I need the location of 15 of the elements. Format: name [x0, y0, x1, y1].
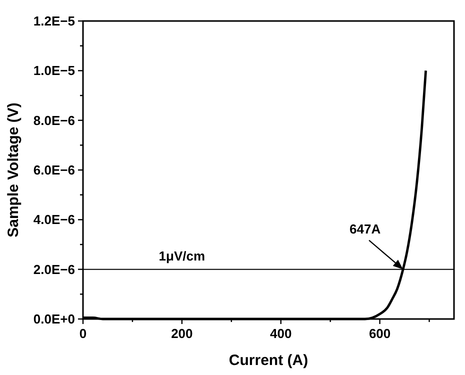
x-axis-title: Current (A) [228, 352, 308, 369]
y-tick-label: 2.0E−6 [33, 262, 75, 277]
y-tick-label: 8.0E−6 [33, 112, 75, 128]
x-tick-label: 0 [79, 326, 87, 341]
y-tick-label: 0.0E+0 [33, 312, 75, 326]
y-tick-label: 4.0E−6 [33, 212, 75, 228]
y-tick-label: 6.0E−6 [33, 162, 75, 178]
x-tick-label: 400 [270, 326, 292, 341]
ref-line-label: 1μV/cm [158, 248, 206, 264]
y-axis-title: Sample Voltage (V) [5, 102, 22, 238]
annotation: 647A [350, 221, 382, 236]
y-tick-label: 1.0E−5 [33, 63, 75, 78]
x-tick-label: 600 [368, 326, 391, 341]
x-tick-label: 200 [171, 326, 193, 341]
y-tick-label: 1.2E−5 [33, 14, 75, 28]
